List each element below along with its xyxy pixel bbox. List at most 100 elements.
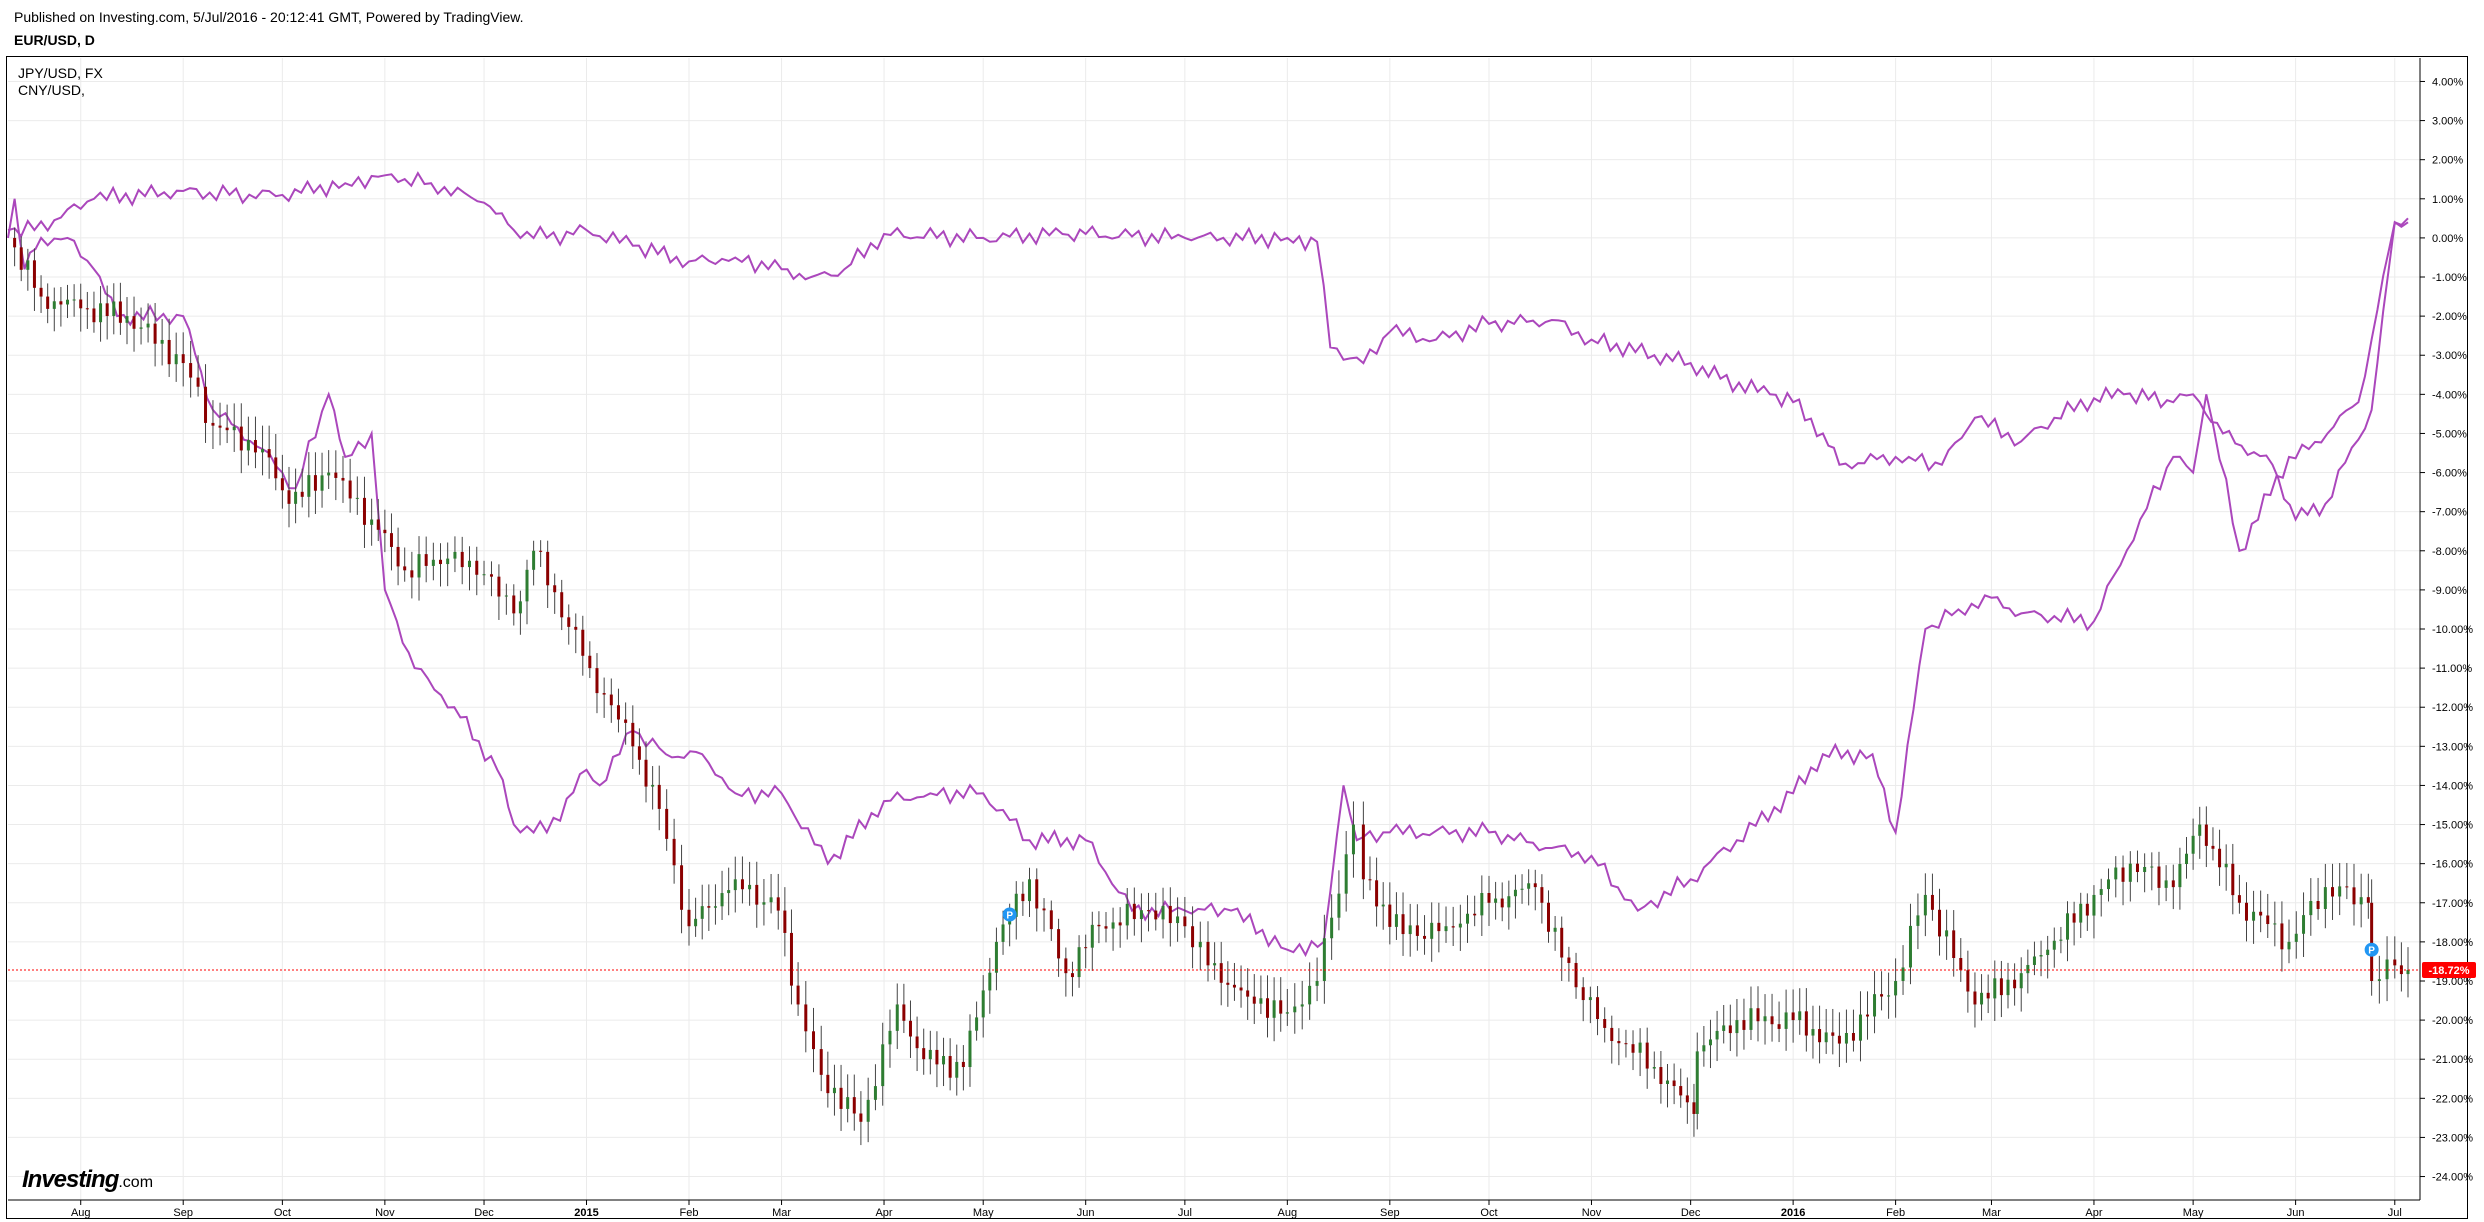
candle-body — [644, 759, 648, 787]
candle-body — [294, 491, 298, 504]
candle-body — [446, 558, 450, 565]
candle-body — [1252, 996, 1256, 1004]
candle-body — [2039, 955, 2043, 957]
candle-body — [1451, 926, 1455, 928]
candle-body — [32, 260, 36, 288]
candle-body — [453, 551, 457, 559]
candle-body — [376, 519, 380, 530]
candle-body — [196, 377, 200, 387]
candle-body — [1219, 963, 1223, 983]
candle-body — [748, 884, 752, 890]
candle-body — [267, 449, 271, 458]
x-tick-label: Jun — [1077, 1207, 1095, 1219]
candle-body — [2121, 867, 2125, 882]
candle-body — [334, 472, 338, 478]
candle-body — [1104, 926, 1108, 929]
candle-body — [2114, 867, 2118, 880]
candle-body — [2287, 941, 2291, 950]
candle-body — [1527, 883, 1531, 889]
logo-suffix: .com — [118, 1174, 154, 1191]
symbol-title: EUR/USD, D — [14, 32, 95, 48]
candle-body — [942, 1056, 946, 1065]
candle-body — [948, 1056, 952, 1078]
candle-body — [125, 316, 129, 323]
candle-body — [1394, 914, 1398, 927]
candle-body — [680, 865, 684, 910]
series-line-jpy-usd-fx — [7, 171, 2409, 522]
candle-body — [1930, 894, 1934, 910]
candle-body — [713, 906, 717, 908]
candle-body — [988, 972, 992, 991]
candle-body — [313, 475, 317, 491]
candle-body — [902, 1004, 906, 1021]
candle-body — [2280, 923, 2284, 950]
candle-body — [1685, 1095, 1689, 1103]
candle-body — [720, 893, 724, 907]
y-tick-label: -3.00% — [2432, 350, 2467, 362]
candle-body — [1035, 879, 1039, 909]
y-tick-label: -21.00% — [2432, 1054, 2473, 1066]
candle-body — [1652, 1067, 1656, 1069]
y-tick-label: -17.00% — [2432, 898, 2473, 910]
candle-body — [370, 519, 374, 525]
candle-body — [1952, 930, 1956, 959]
candle-body — [1980, 992, 1984, 1005]
candle-body — [1408, 925, 1412, 935]
candle-body — [1791, 1012, 1795, 1021]
candle-body — [637, 746, 641, 760]
candle-body — [546, 551, 550, 586]
candle-body — [1596, 997, 1600, 1020]
candle-body — [417, 554, 421, 578]
candle-body — [1966, 970, 1970, 992]
candle-body — [895, 1004, 899, 1031]
candle-body — [539, 550, 543, 552]
candle-body — [1887, 995, 1891, 997]
candle-body — [1645, 1042, 1649, 1069]
candle-body — [1520, 888, 1524, 890]
candle-body — [1097, 924, 1101, 927]
y-tick-label: -5.00% — [2432, 428, 2467, 440]
x-tick-label: Oct — [274, 1207, 291, 1219]
candle-body — [888, 1030, 892, 1045]
logo-wordmark: Investing — [22, 1166, 119, 1193]
candle-body — [2198, 824, 2202, 836]
y-tick-label: -10.00% — [2432, 624, 2473, 636]
candle-body — [92, 308, 96, 323]
candle-body — [460, 551, 464, 568]
candle-body — [2052, 940, 2056, 950]
candle-body — [19, 247, 23, 270]
candle-body — [846, 1097, 850, 1109]
candle-body — [2085, 903, 2089, 916]
candle-body — [567, 617, 571, 627]
candle-body — [1567, 957, 1571, 963]
y-tick-label: -6.00% — [2432, 468, 2467, 480]
candle-body — [1553, 927, 1557, 932]
candle-body — [1735, 1020, 1739, 1034]
candle-body — [1638, 1042, 1642, 1053]
candle-body — [1973, 991, 1977, 1005]
candle-body — [700, 906, 704, 919]
candle-body — [1894, 980, 1898, 996]
event-marker-label: P — [1006, 911, 1013, 922]
candle-body — [2072, 913, 2076, 923]
legend-item-jpy-usd[interactable]: JPY/USD, FX — [18, 65, 103, 81]
x-tick-label: Oct — [1480, 1207, 1497, 1219]
candle-body — [631, 722, 635, 747]
x-tick-label: Jul — [1178, 1207, 1192, 1219]
last-price-badge — [2422, 962, 2476, 979]
candle-body — [439, 559, 443, 565]
candle-body — [1692, 1102, 1696, 1114]
candle-body — [167, 339, 171, 365]
x-tick-label: May — [2183, 1207, 2204, 1219]
y-tick-label: -24.00% — [2432, 1172, 2473, 1184]
x-tick-label: Sep — [1380, 1207, 1400, 1219]
candle-body — [707, 906, 711, 908]
candle-body — [389, 533, 393, 547]
legend-item-cny-usd[interactable]: CNY/USD, — [18, 82, 85, 98]
candle-body — [1344, 854, 1348, 894]
candles — [13, 227, 2410, 1146]
candle-body — [1401, 914, 1405, 935]
candle-body — [2331, 887, 2335, 897]
candle-body — [1494, 898, 1498, 903]
